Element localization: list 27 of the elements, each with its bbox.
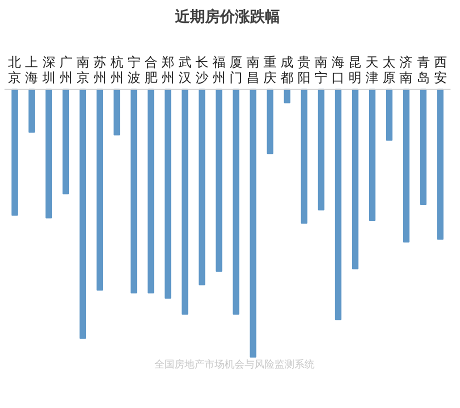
- x-tick-label: 宁波: [127, 54, 140, 86]
- x-tick-label: 北京: [8, 55, 22, 86]
- x-tick-label: 济南: [400, 55, 413, 86]
- x-tick-label: 重庆: [264, 55, 277, 86]
- x-tick-label: 广州: [59, 55, 72, 86]
- x-tick-label: 武汉: [178, 55, 192, 86]
- x-tick-label: 南昌: [246, 55, 260, 86]
- x-tick-label: 合肥: [144, 55, 158, 86]
- x-tick-label: 长沙: [195, 55, 208, 86]
- x-tick-label: 成都: [280, 55, 294, 86]
- chart-title: 近期房价涨跌幅: [174, 8, 280, 26]
- x-tick-label: 福州: [212, 55, 226, 86]
- x-tick-label: 南京: [76, 55, 90, 86]
- x-tick-label: 海口: [332, 55, 345, 86]
- x-tick-label: 昆明: [348, 55, 362, 86]
- x-tick-label: 厦门: [230, 55, 243, 86]
- x-tick-label: 上海: [25, 55, 38, 86]
- x-tick-label: 深圳: [41, 55, 56, 86]
- x-tick-label: 杭州: [109, 55, 124, 86]
- x-tick-label: 南宁: [314, 55, 328, 86]
- x-tick-label: 西安: [434, 55, 447, 86]
- x-tick-label: 苏州: [93, 55, 106, 86]
- x-tick-label: 贵阳: [298, 55, 311, 86]
- x-tick-label: 郑州: [161, 55, 174, 86]
- x-tick-label: 太原: [382, 55, 396, 86]
- x-tick-label: 天津: [366, 55, 379, 86]
- x-tick-label: 青岛: [416, 55, 430, 86]
